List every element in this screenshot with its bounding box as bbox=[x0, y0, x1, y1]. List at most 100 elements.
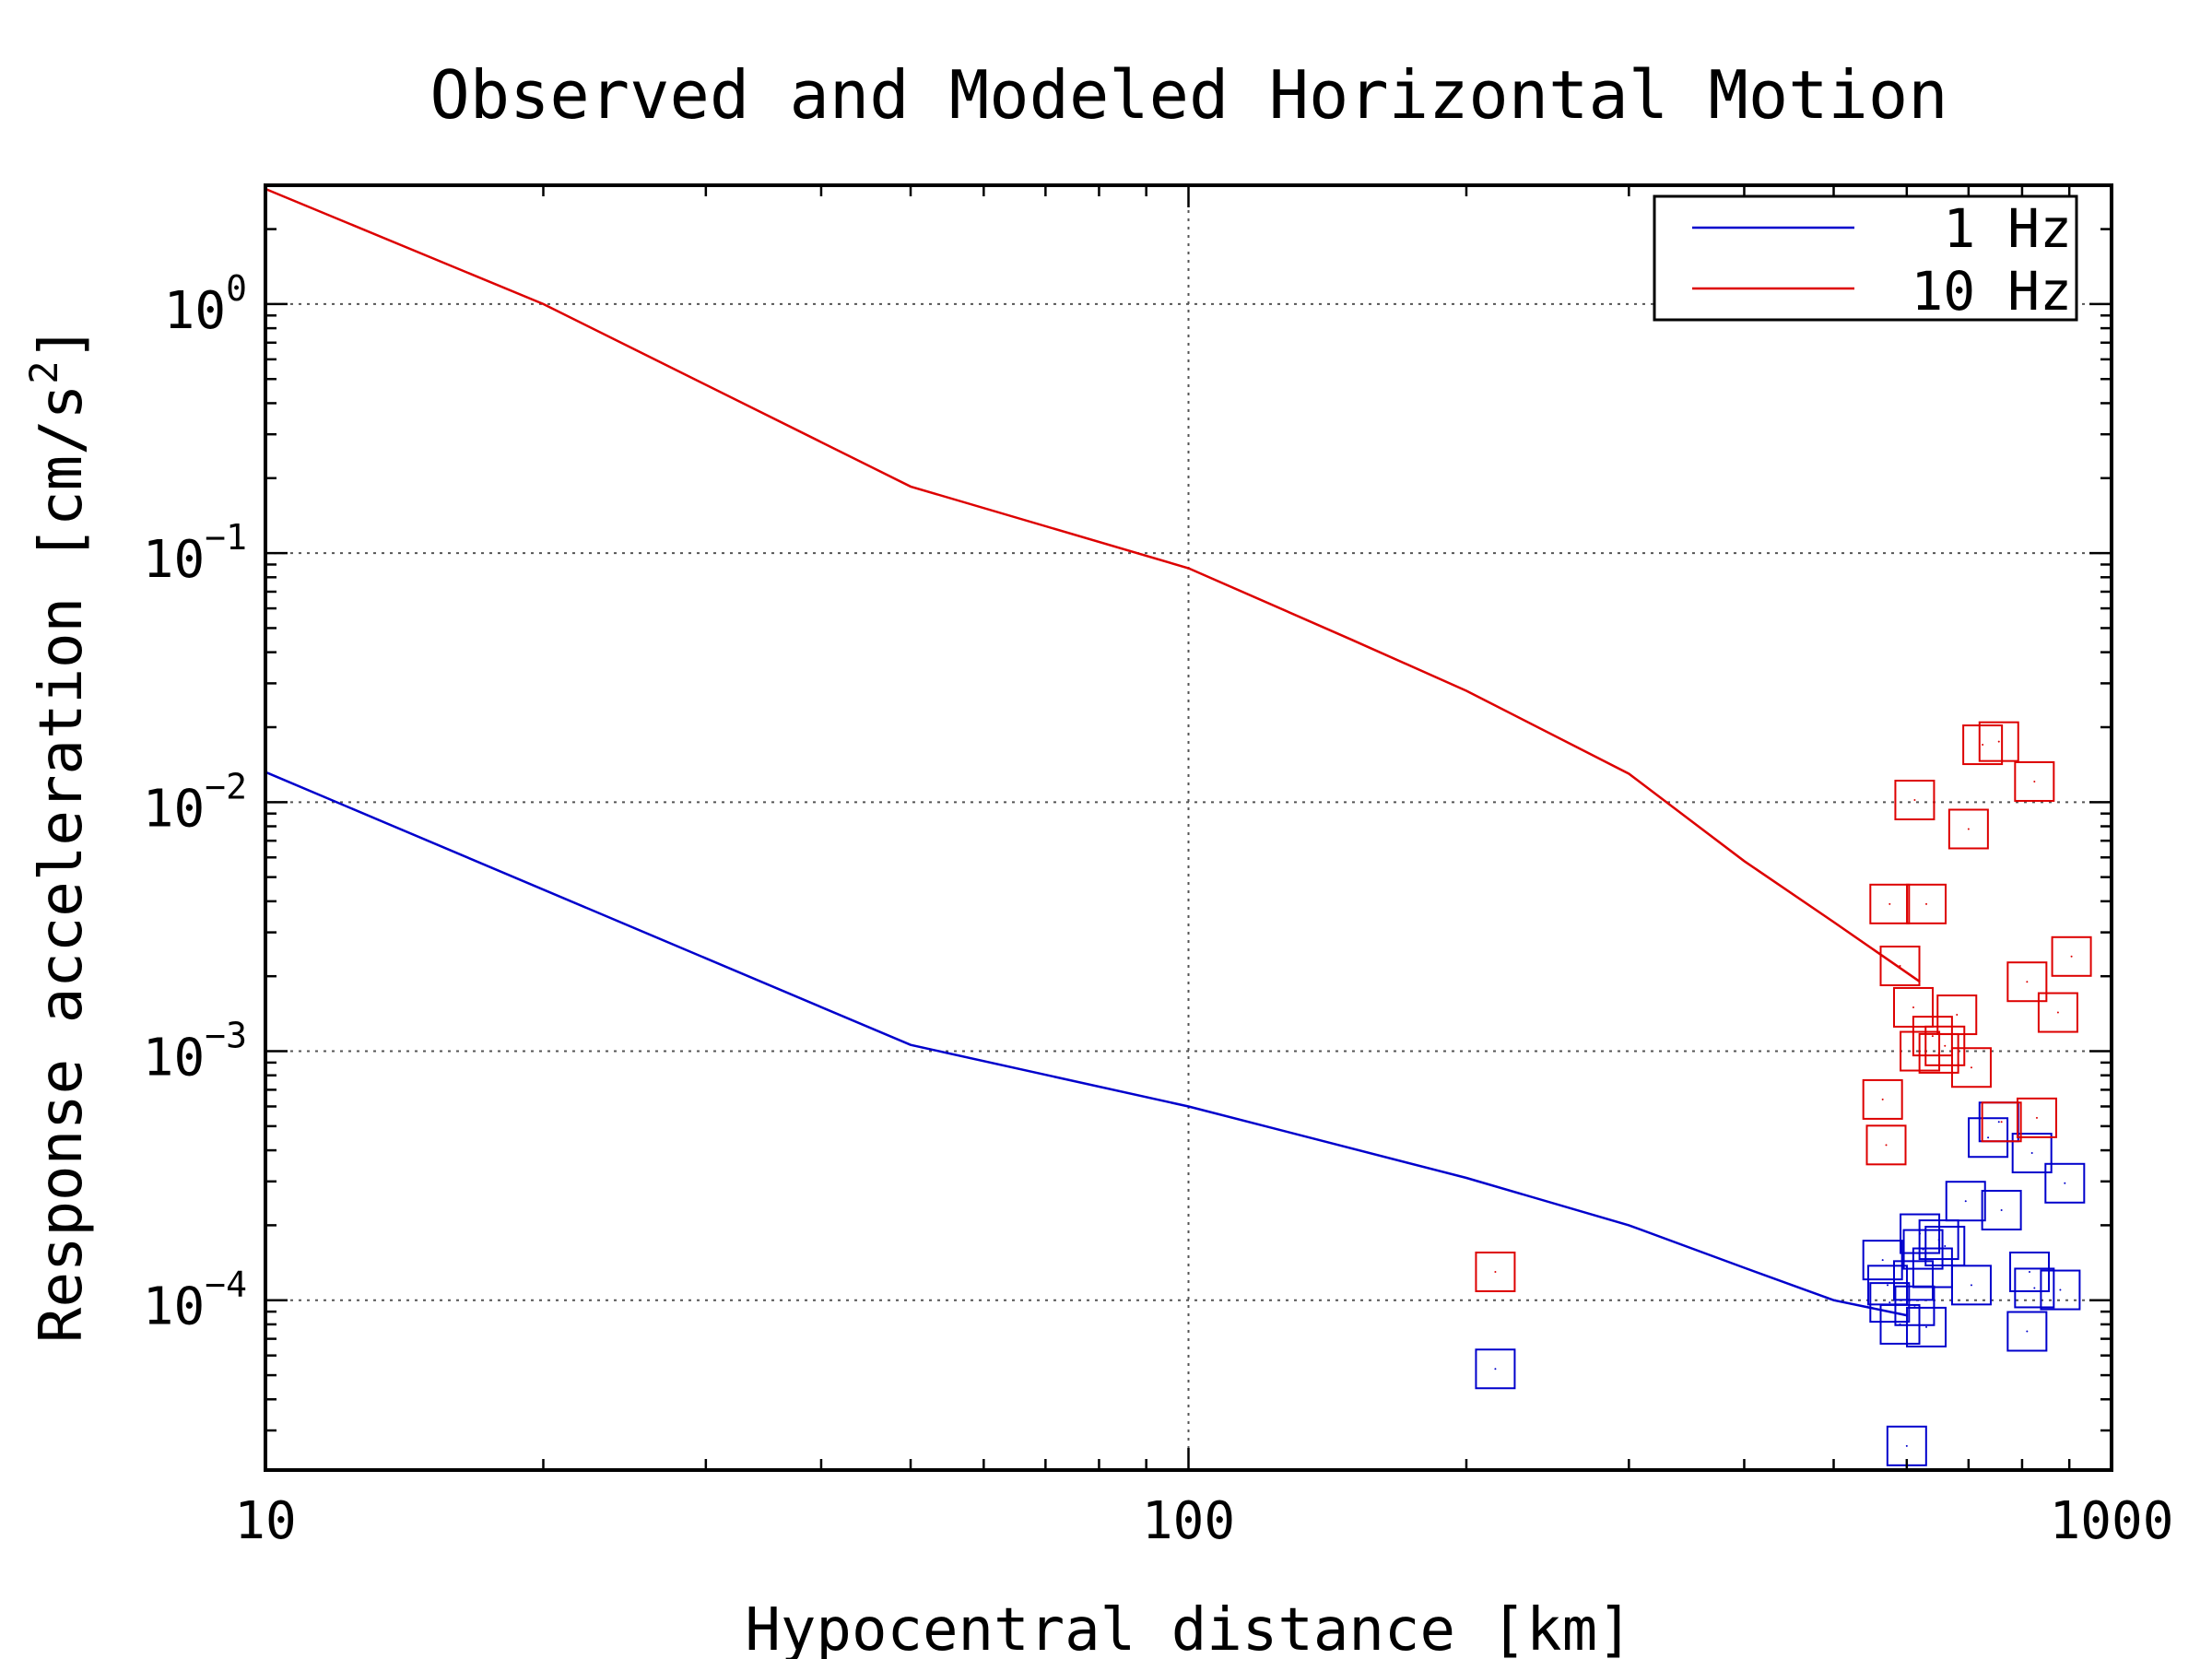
chart-title: Observed and Modeled Horizontal Motion bbox=[429, 56, 1947, 134]
data-point-1hz bbox=[1945, 1181, 1986, 1222]
y-tick-label: 10−3 bbox=[143, 1016, 247, 1088]
data-point-10hz bbox=[1894, 780, 1936, 821]
y-tick-label: 100 bbox=[164, 268, 247, 341]
data-point-10hz bbox=[2016, 1097, 2057, 1138]
data-point-1hz bbox=[1981, 1189, 2022, 1230]
data-point-10hz bbox=[1947, 808, 1989, 850]
data-point-center-1hz bbox=[2030, 1152, 2033, 1155]
data-point-center-10hz bbox=[1970, 1066, 1972, 1069]
data-point-center-10hz bbox=[2070, 955, 2073, 958]
y-tick-label: 10−2 bbox=[143, 766, 247, 839]
data-point-1hz bbox=[1950, 1265, 1992, 1306]
data-point-center-1hz bbox=[1881, 1259, 1884, 1262]
data-point-10hz bbox=[1981, 1101, 2022, 1143]
data-point-center-10hz bbox=[1931, 1035, 1934, 1038]
model-line-1hz bbox=[265, 771, 1908, 1317]
data-point-center-10hz bbox=[1912, 1006, 1915, 1008]
data-point-1hz bbox=[2006, 1311, 2048, 1352]
data-point-center-10hz bbox=[1925, 902, 1928, 905]
data-point-10hz bbox=[2051, 935, 2092, 977]
data-point-10hz bbox=[1879, 946, 1921, 987]
data-point-1hz bbox=[1918, 1219, 1959, 1261]
x-tick-label: 1000 bbox=[2050, 1491, 2174, 1551]
data-point-10hz bbox=[2037, 992, 2078, 1033]
data-point-10hz bbox=[1865, 1124, 1907, 1166]
y-axis-label-superscript: 2 bbox=[21, 360, 66, 383]
x-tick-label: 10 bbox=[234, 1491, 296, 1551]
data-point-10hz bbox=[1906, 883, 1947, 924]
data-point-center-1hz bbox=[1494, 1368, 1497, 1371]
data-point-center-10hz bbox=[1944, 1044, 1947, 1047]
data-point-1hz bbox=[1906, 1306, 1947, 1347]
data-point-center-1hz bbox=[2033, 1287, 2036, 1289]
data-point-center-10hz bbox=[2033, 780, 2036, 782]
data-point-center-1hz bbox=[1997, 1121, 2000, 1124]
data-point-center-1hz bbox=[1970, 1284, 1972, 1287]
data-point-10hz bbox=[1475, 1251, 1516, 1292]
data-point-10hz bbox=[1950, 1047, 1992, 1088]
y-axis-label: Response acceleration [cm/s2] bbox=[21, 325, 96, 1343]
data-point-center-10hz bbox=[1956, 1014, 1959, 1017]
data-point-center-10hz bbox=[1913, 799, 1916, 802]
data-point-center-1hz bbox=[1987, 1136, 1990, 1139]
data-point-1hz bbox=[1862, 1240, 1903, 1281]
data-point-center-1hz bbox=[2064, 1182, 2066, 1184]
data-point-10hz bbox=[2014, 760, 2055, 802]
legend-label-1hz: 1 Hz bbox=[1943, 197, 2072, 260]
data-point-center-1hz bbox=[1964, 1200, 1967, 1203]
data-point-10hz bbox=[1862, 1078, 1903, 1120]
data-point-center-1hz bbox=[1937, 1239, 1940, 1241]
y-axis-label-close: ] bbox=[28, 325, 96, 361]
legend: 1 Hz 10 Hz bbox=[1653, 194, 2078, 323]
axis-ticks bbox=[264, 183, 2113, 1470]
grid bbox=[265, 185, 2112, 1470]
data-point-center-1hz bbox=[1913, 1304, 1916, 1307]
data-point-1hz bbox=[2009, 1251, 2051, 1292]
data-point-center-10hz bbox=[2026, 981, 2029, 983]
data-point-center-1hz bbox=[1944, 1244, 1947, 1247]
legend-box bbox=[1653, 194, 2078, 322]
data-point-center-10hz bbox=[2056, 1011, 2059, 1014]
data-point-10hz bbox=[1869, 883, 1911, 924]
data-point-10hz bbox=[1924, 1025, 1966, 1066]
y-tick-label: 10−1 bbox=[143, 517, 247, 590]
model-lines bbox=[265, 187, 1921, 1317]
data-point-1hz bbox=[1968, 1117, 2009, 1159]
data-point-10hz bbox=[1912, 1016, 1953, 1057]
data-point-10hz bbox=[1978, 721, 2019, 762]
data-point-1hz bbox=[2040, 1269, 2081, 1311]
data-point-1hz bbox=[1475, 1348, 1516, 1390]
data-point-center-10hz bbox=[1494, 1270, 1497, 1273]
data-point-center-1hz bbox=[1905, 1444, 1908, 1447]
data-point-center-1hz bbox=[2026, 1330, 2029, 1333]
data-point-10hz bbox=[1936, 994, 1978, 1036]
data-point-10hz bbox=[2006, 961, 2048, 1003]
data-point-center-1hz bbox=[2000, 1208, 2003, 1211]
data-point-center-1hz bbox=[2059, 1288, 2062, 1291]
data-point-center-1hz bbox=[1888, 1301, 1891, 1304]
data-point-center-1hz bbox=[2029, 1270, 2031, 1273]
data-point-1hz bbox=[2011, 1133, 2053, 1174]
data-point-center-10hz bbox=[1997, 740, 2000, 743]
legend-label-10hz: 10 Hz bbox=[1911, 260, 2072, 323]
data-point-center-10hz bbox=[2035, 1116, 2038, 1119]
data-point-center-10hz bbox=[1982, 744, 1984, 747]
data-point-center-10hz bbox=[1885, 1144, 1888, 1147]
data-point-10hz bbox=[1962, 724, 2004, 766]
data-point-center-10hz bbox=[1888, 902, 1891, 905]
x-tick-label: 100 bbox=[1142, 1491, 1235, 1551]
model-line-10hz bbox=[265, 187, 1921, 983]
data-point-center-10hz bbox=[1937, 1052, 1940, 1054]
data-point-1hz bbox=[1924, 1225, 1966, 1266]
data-point-1hz bbox=[2044, 1162, 2086, 1204]
observed-points bbox=[1475, 721, 2092, 1466]
y-tick-label: 10−4 bbox=[143, 1265, 247, 1337]
data-point-center-1hz bbox=[1887, 1284, 1889, 1287]
data-point-1hz bbox=[1902, 1229, 1944, 1270]
tick-labels: 10 100 1000 100 10−1 10−2 10−3 10−4 bbox=[143, 268, 2174, 1551]
data-point-center-10hz bbox=[2000, 1121, 2003, 1124]
data-point-center-10hz bbox=[1899, 965, 1901, 968]
data-point-center-1hz bbox=[1925, 1325, 1928, 1328]
y-axis-label-main: Response acceleration [cm/s bbox=[28, 384, 96, 1343]
